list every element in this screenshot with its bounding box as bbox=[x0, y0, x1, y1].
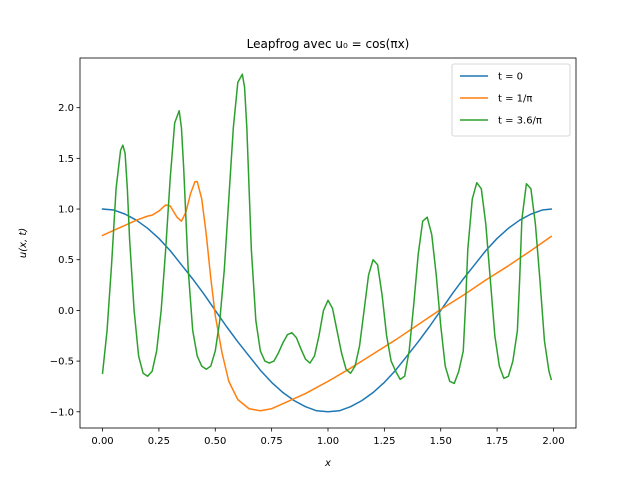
legend-box bbox=[451, 63, 571, 137]
series-line-1 bbox=[101, 180, 553, 412]
x-tick-label: 1.00 bbox=[317, 436, 339, 447]
y-tick-label: 2.0 bbox=[58, 103, 74, 114]
legend-label-1: t = 1/π bbox=[498, 94, 532, 105]
y-tick-label: −0.5 bbox=[50, 357, 74, 368]
series-layer bbox=[101, 73, 553, 413]
x-tick-label: 1.75 bbox=[486, 436, 508, 447]
x-tick-label: 1.25 bbox=[373, 436, 395, 447]
legend-label-0: t = 0 bbox=[498, 72, 523, 83]
series-line-2 bbox=[101, 73, 553, 385]
x-tick-label: 2.00 bbox=[542, 436, 564, 447]
y-axis: −1.0 −0.5 0.0 0.5 1.0 1.5 2.0 bbox=[50, 103, 80, 418]
legend-label-2: t = 3.6/π bbox=[498, 116, 542, 127]
x-tick-label: 0.25 bbox=[148, 436, 170, 447]
x-axis: 0.00 0.25 0.50 0.75 1.00 1.25 1.50 1.75 2.00 bbox=[91, 428, 565, 447]
y-tick-label: 0.5 bbox=[58, 255, 74, 266]
y-tick-label: 1.0 bbox=[58, 205, 74, 216]
plot-area bbox=[79, 57, 577, 429]
x-tick-label: 1.50 bbox=[430, 436, 452, 447]
y-tick-label: 0.0 bbox=[58, 306, 74, 317]
x-axis-label: x bbox=[324, 458, 331, 469]
y-axis-label: u(x, t) bbox=[18, 228, 29, 258]
x-tick-label: 0.75 bbox=[261, 436, 283, 447]
chart-title: Leapfrog avec u₀ = cos(πx) bbox=[247, 37, 410, 51]
x-tick-label: 0.50 bbox=[204, 436, 226, 447]
y-tick-label: −1.0 bbox=[50, 407, 74, 418]
x-tick-label: 0.00 bbox=[91, 436, 113, 447]
y-tick-label: 1.5 bbox=[58, 154, 74, 165]
series-line-0 bbox=[101, 208, 553, 413]
legend: t = 0 t = 1/π t = 3.6/π bbox=[451, 63, 571, 137]
